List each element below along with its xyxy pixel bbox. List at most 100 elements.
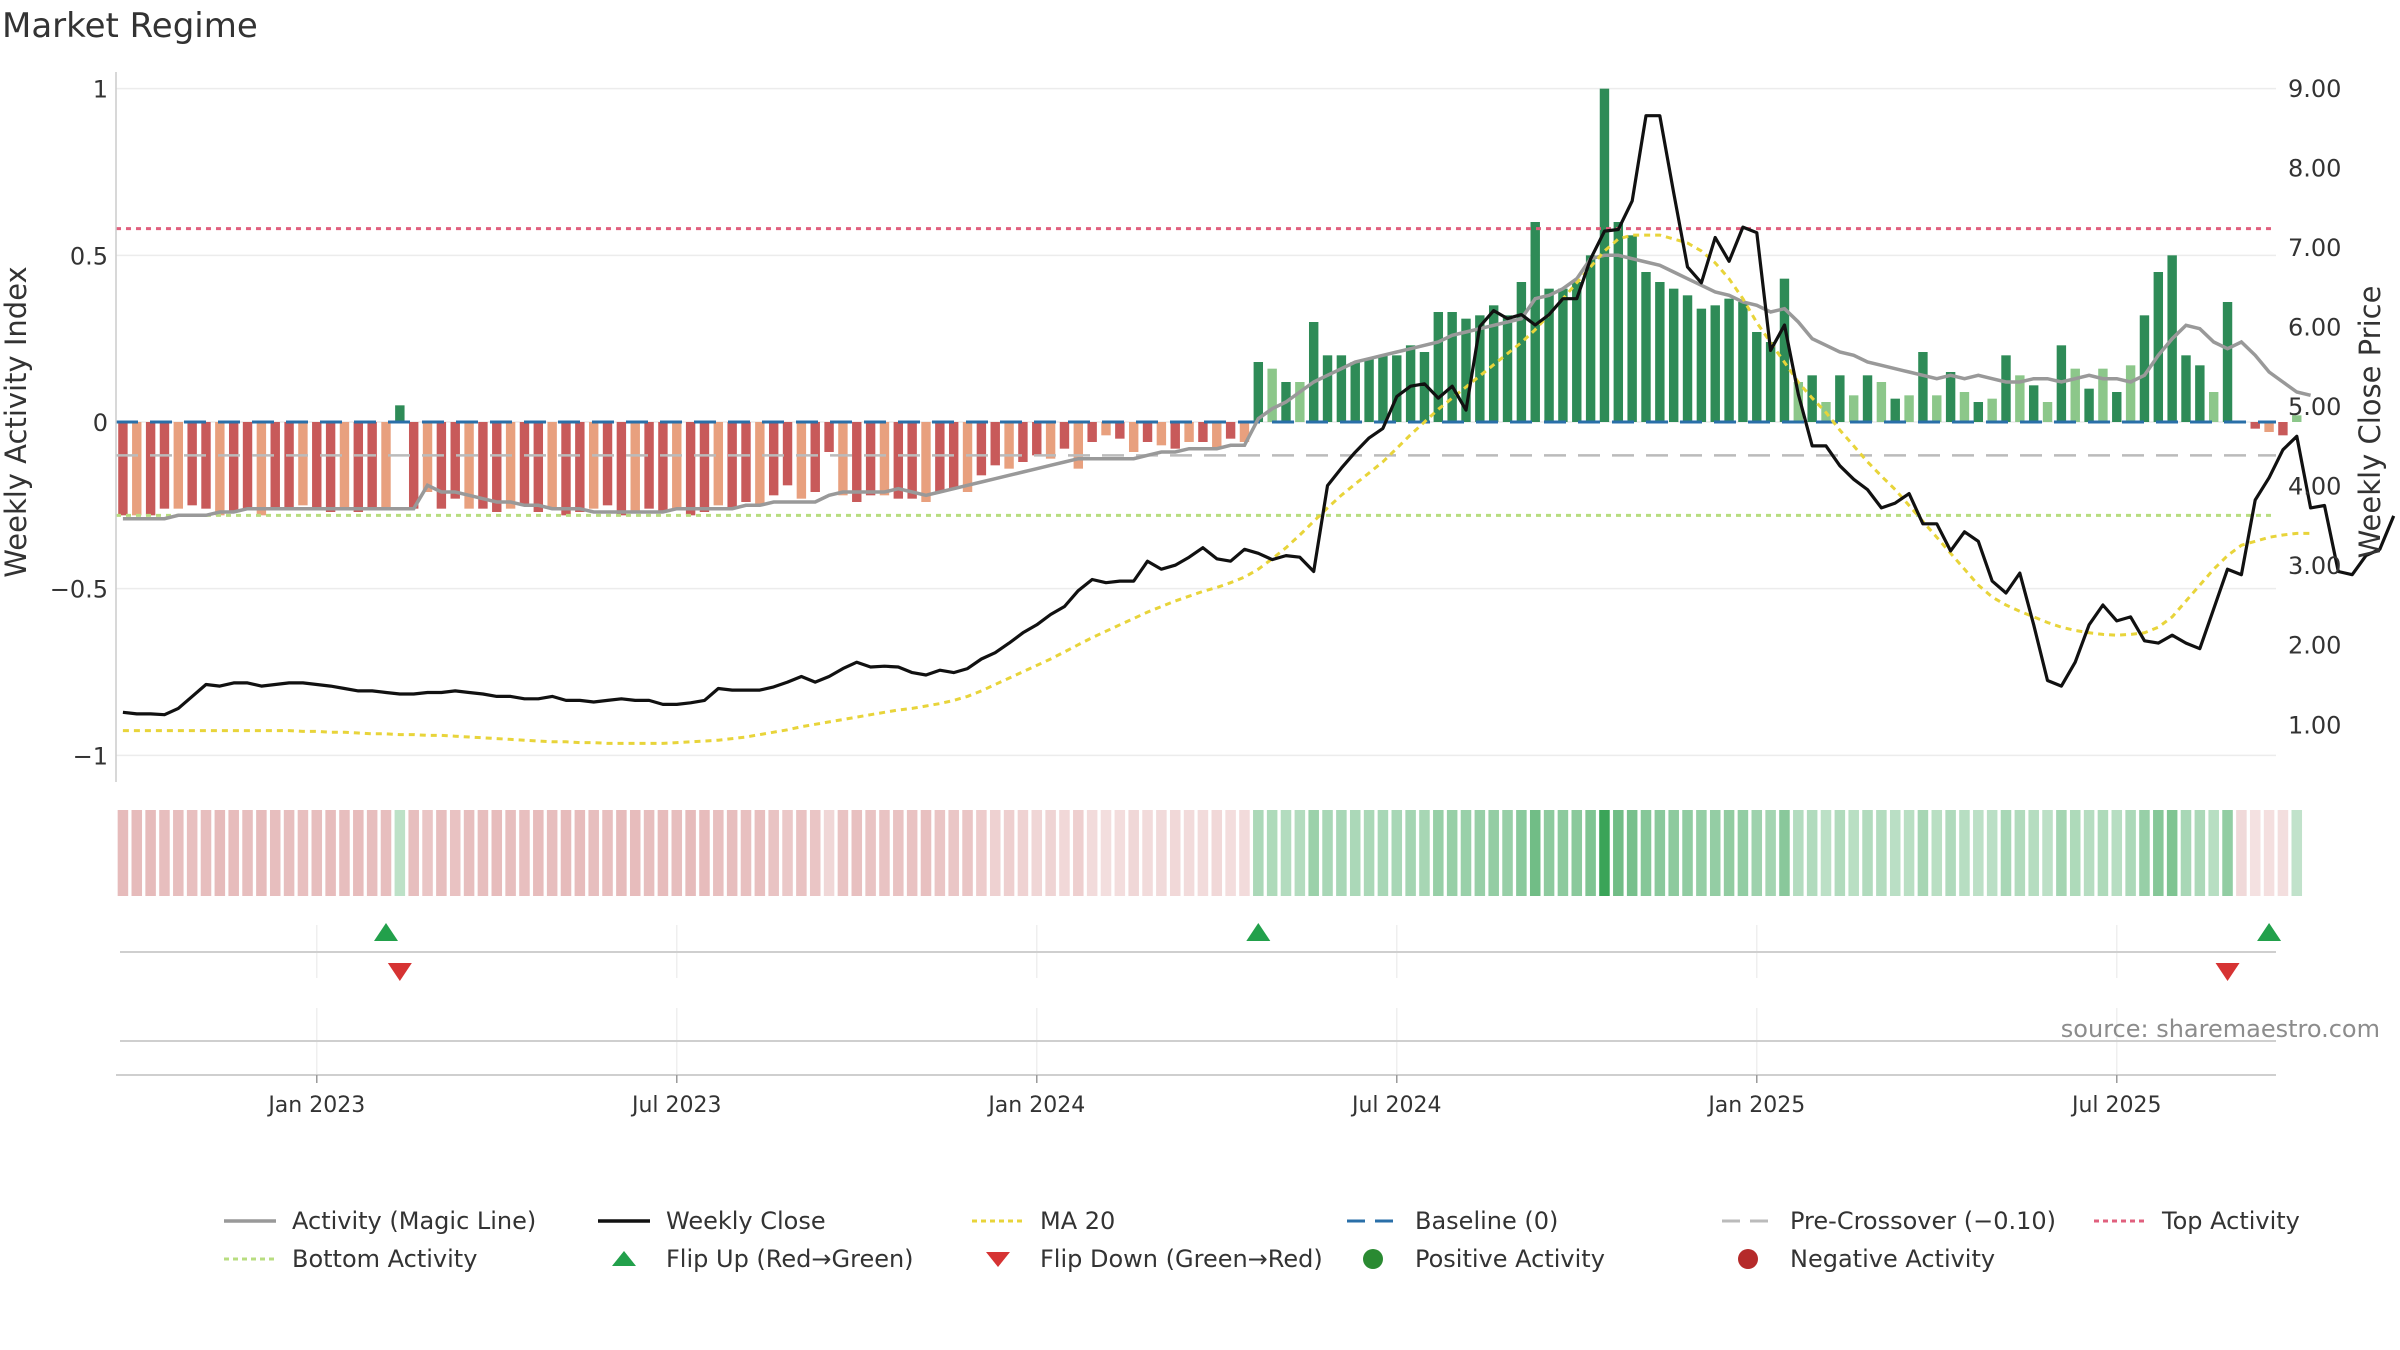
activity-bar bbox=[685, 422, 696, 516]
activity-bar bbox=[1890, 398, 1900, 422]
regime-cell bbox=[1543, 810, 1555, 896]
activity-bar bbox=[118, 422, 128, 516]
regime-cell bbox=[2111, 810, 2123, 896]
activity-bar bbox=[2278, 422, 2288, 436]
activity-bar bbox=[865, 422, 876, 496]
regime-cell bbox=[879, 810, 890, 896]
legend-item-flip_up: Flip Up (Red→Green) bbox=[596, 1243, 914, 1275]
activity-bar bbox=[367, 422, 377, 509]
left-axis-title: Weekly Activity Index bbox=[0, 266, 33, 577]
regime-cell bbox=[1460, 810, 1472, 896]
regime-cell bbox=[1820, 810, 1832, 896]
regime-cell bbox=[1059, 810, 1070, 896]
activity-bar bbox=[1502, 315, 1513, 422]
activity-bar bbox=[2208, 392, 2219, 422]
activity-bar bbox=[1322, 355, 1333, 422]
activity-bar bbox=[2139, 315, 2150, 422]
activity-bar bbox=[1585, 255, 1596, 422]
legend-item-flip_down: Flip Down (Green→Red) bbox=[970, 1243, 1323, 1275]
regime-cell bbox=[602, 810, 613, 896]
regime-cell bbox=[1405, 810, 1416, 896]
regime-cell bbox=[200, 810, 212, 896]
right-axis-title: Weekly Close Price bbox=[2353, 286, 2387, 559]
regime-cell bbox=[173, 810, 184, 896]
legend-item-pos: Positive Activity bbox=[1345, 1243, 1605, 1275]
flip-up-marker bbox=[374, 923, 398, 941]
regime-cell bbox=[1336, 810, 1347, 896]
regime-cell bbox=[214, 810, 226, 896]
legend-swatch-precross bbox=[1722, 1219, 1774, 1223]
regime-cell bbox=[671, 810, 683, 896]
regime-cell bbox=[477, 810, 489, 896]
axes-layer: 1 0.5 0 −0.5 −1 9.00 8.00 7.00 6.00 5.00 4.00 3.00 2… bbox=[0, 72, 2387, 782]
flip-down-marker bbox=[387, 963, 412, 981]
regime-cell bbox=[1308, 810, 1319, 896]
activity-bar bbox=[1239, 422, 1250, 442]
activity-bar bbox=[242, 422, 253, 509]
activity-bars bbox=[118, 88, 2302, 516]
regime-cell bbox=[962, 810, 973, 896]
right-tick-label: 8.00 bbox=[2288, 154, 2341, 182]
activity-bar bbox=[1087, 422, 1097, 442]
regime-cell bbox=[574, 810, 586, 896]
activity-bar bbox=[1835, 375, 1845, 422]
legend-swatch-bottom bbox=[224, 1257, 276, 1261]
regime-cell bbox=[2153, 810, 2164, 896]
activity-bar bbox=[422, 422, 433, 492]
activity-bar bbox=[1433, 312, 1444, 422]
activity-bar bbox=[381, 422, 391, 509]
regime-cell bbox=[1197, 810, 1209, 896]
activity-bar bbox=[1308, 322, 1319, 422]
activity-bar bbox=[2042, 402, 2053, 422]
legend-swatch-flip_up bbox=[612, 1251, 636, 1266]
bottom-panel bbox=[116, 1008, 2276, 1076]
x-tick-label: Jul 2025 bbox=[2070, 1093, 2162, 1118]
activity-bar bbox=[1904, 395, 1914, 422]
regime-cell bbox=[1294, 810, 1306, 896]
activity-bar bbox=[1572, 282, 1582, 422]
legend-label: Pre-Crossover (−0.10) bbox=[1790, 1207, 2057, 1235]
regime-cell bbox=[1765, 810, 1776, 896]
regime-cell bbox=[1045, 810, 1056, 896]
activity-bar bbox=[768, 422, 779, 496]
activity-bar bbox=[2222, 302, 2233, 422]
flip-markers-panel bbox=[120, 923, 2282, 981]
activity-bar bbox=[256, 422, 267, 516]
regime-cell bbox=[2263, 810, 2275, 896]
regime-cell bbox=[2277, 810, 2289, 896]
x-axis-labels: Jan 2023 Jul 2023 Jan 2024 Jul 2024 Jan 2025… bbox=[266, 1075, 2162, 1118]
activity-bar bbox=[2070, 368, 2080, 422]
activity-bar bbox=[838, 422, 848, 496]
regime-cell bbox=[366, 810, 378, 896]
regime-cell bbox=[2222, 810, 2233, 896]
regime-cell bbox=[1848, 810, 1859, 896]
regime-cell bbox=[2000, 810, 2012, 896]
activity-bar bbox=[1544, 288, 1554, 422]
activity-bar bbox=[1627, 235, 1637, 422]
regime-cell bbox=[1377, 810, 1389, 896]
activity-bar bbox=[1018, 422, 1028, 462]
regime-cell bbox=[629, 810, 641, 896]
activity-bar bbox=[1198, 422, 1208, 442]
regime-cell bbox=[1903, 810, 1915, 896]
regime-cell bbox=[560, 810, 572, 896]
flip-up-marker bbox=[2257, 923, 2282, 941]
regime-cell bbox=[976, 810, 987, 896]
activity-bar bbox=[2153, 272, 2164, 422]
regime-cell bbox=[242, 810, 253, 896]
activity-bar bbox=[450, 422, 460, 499]
activity-bar bbox=[2264, 422, 2274, 432]
regime-cell bbox=[1239, 810, 1250, 896]
activity-bar bbox=[2084, 388, 2094, 422]
activity-bar bbox=[1848, 395, 1859, 422]
regime-cell bbox=[740, 810, 752, 896]
activity-bar bbox=[284, 422, 294, 509]
regime-cell bbox=[353, 810, 364, 896]
left-tick-label: 0.5 bbox=[70, 242, 108, 270]
activity-bar bbox=[1170, 422, 1180, 449]
regime-cell bbox=[256, 810, 267, 896]
regime-cell bbox=[117, 810, 129, 896]
activity-bar bbox=[464, 422, 474, 509]
activity-bar bbox=[1101, 422, 1111, 436]
activity-bar bbox=[1212, 422, 1222, 449]
